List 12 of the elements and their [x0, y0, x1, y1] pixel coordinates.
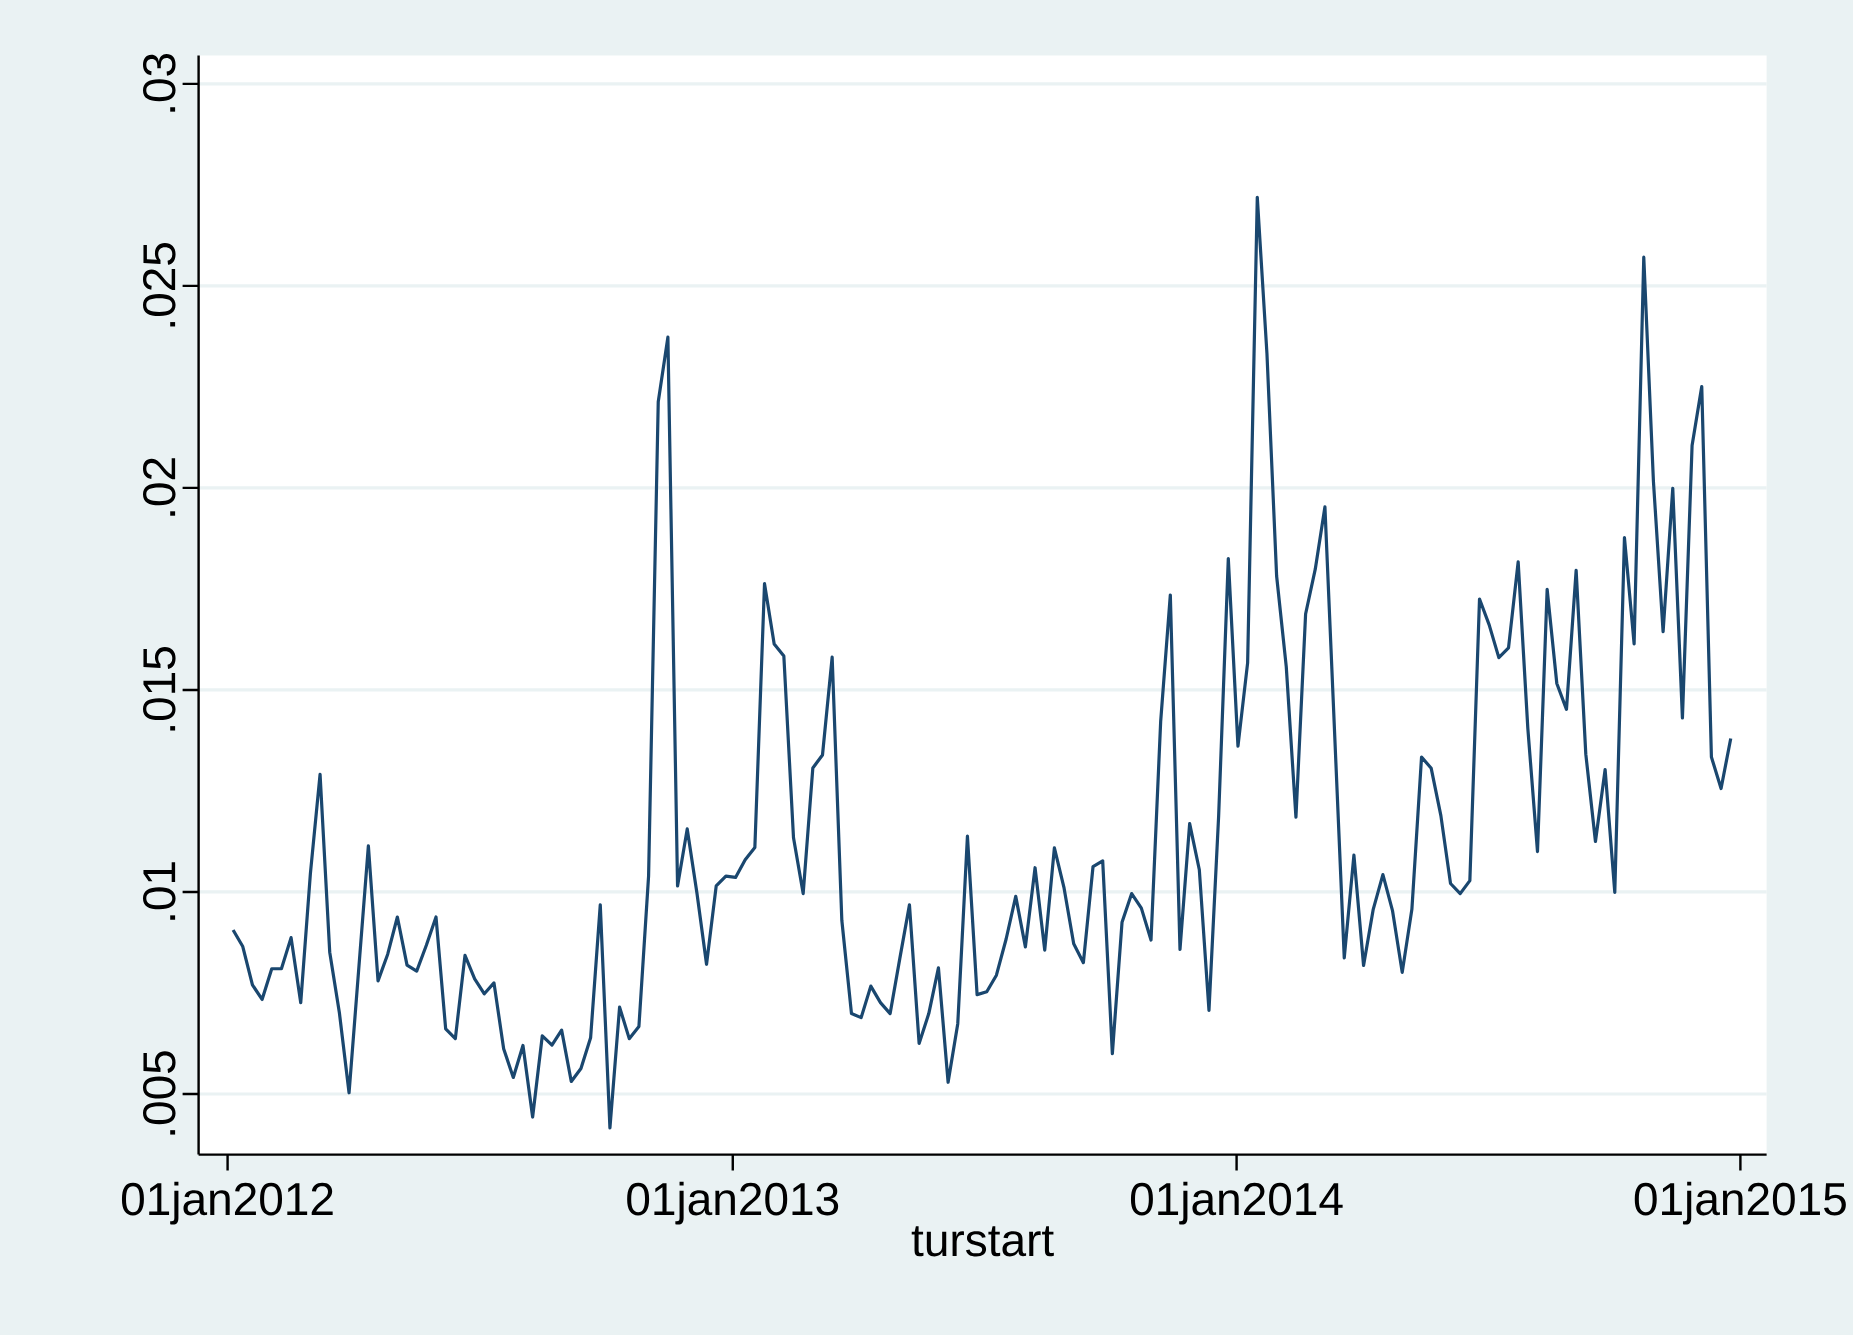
x-tick-label: 01jan2014: [1130, 1181, 1343, 1225]
x-axis-title: turstart: [911, 1226, 1054, 1257]
line-series: [231, 195, 1733, 1130]
x-tick-label: 01jan2015: [1634, 1181, 1846, 1225]
y-tick-label: .03: [142, 53, 176, 112]
y-tick-label: .02: [142, 458, 176, 516]
x-tick-label: 01jan2013: [627, 1181, 839, 1225]
y-tick-label: .005: [142, 1051, 176, 1135]
y-tick-label: .025: [142, 243, 176, 327]
y-tick-label: .015: [142, 647, 176, 731]
y-tick-label: .01: [142, 862, 176, 920]
x-tick-label: 01jan2012: [121, 1181, 333, 1225]
